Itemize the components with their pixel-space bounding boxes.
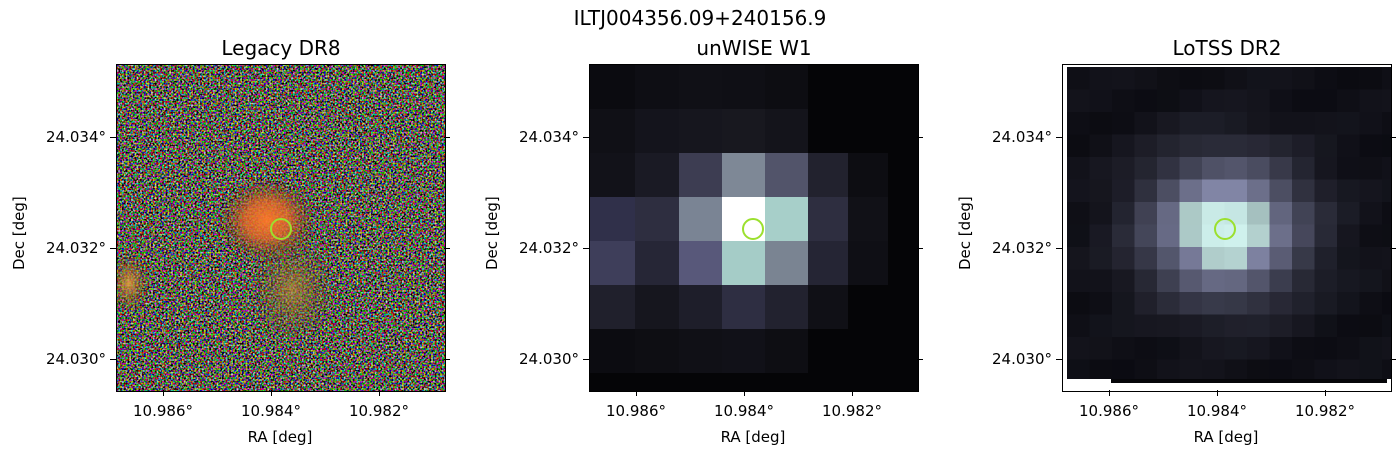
x-tick-label: 10.984° <box>241 402 301 420</box>
source-marker <box>742 218 764 240</box>
x-tick-label: 10.982° <box>349 402 409 420</box>
y-axis-title: Dec [deg] <box>956 196 974 270</box>
source-marker <box>270 218 292 240</box>
y-tick-label: 24.030° <box>992 350 1052 368</box>
y-tick-label: 24.032° <box>519 239 579 257</box>
image-unwise-w1 <box>589 64 919 392</box>
panel-legacy-dr8: Legacy DR8 <box>0 0 450 458</box>
panel-title: LoTSS DR2 <box>1172 36 1282 60</box>
x-axis-title: RA [deg] <box>247 428 313 446</box>
x-tick-label: 10.986° <box>606 402 666 420</box>
x-tick-label: 10.982° <box>1295 402 1355 420</box>
x-tick-label: 10.986° <box>133 402 193 420</box>
x-tick-label: 10.984° <box>1187 402 1247 420</box>
x-axis-title: RA [deg] <box>1193 428 1259 446</box>
y-tick-label: 24.034° <box>519 128 579 146</box>
y-tick-label: 24.034° <box>46 128 106 146</box>
y-tick-label: 24.032° <box>46 239 106 257</box>
panel-lotss-dr2: LoTSS DR2 24.034° 24.032° 24.030° 10.986… <box>946 0 1396 458</box>
panel-title: Legacy DR8 <box>221 36 341 60</box>
image-legacy-dr8 <box>116 64 446 392</box>
panel-unwise-w1: unWISE W1 <box>473 0 923 458</box>
y-tick-label: 24.030° <box>46 350 106 368</box>
y-axis-title: Dec [deg] <box>10 196 28 270</box>
figure-title: ILTJ004356.09+240156.9 <box>573 6 827 30</box>
source-marker <box>1214 218 1236 240</box>
x-tick-label: 10.986° <box>1079 402 1139 420</box>
x-axis-title: RA [deg] <box>720 428 786 446</box>
y-tick-label: 24.034° <box>992 128 1052 146</box>
x-tick-label: 10.984° <box>714 402 774 420</box>
y-axis-title: Dec [deg] <box>483 196 501 270</box>
y-tick-label: 24.032° <box>992 239 1052 257</box>
image-lotss-dr2 <box>1062 64 1392 392</box>
panel-title: unWISE W1 <box>696 36 812 60</box>
x-tick-label: 10.982° <box>822 402 882 420</box>
y-tick-label: 24.030° <box>519 350 579 368</box>
